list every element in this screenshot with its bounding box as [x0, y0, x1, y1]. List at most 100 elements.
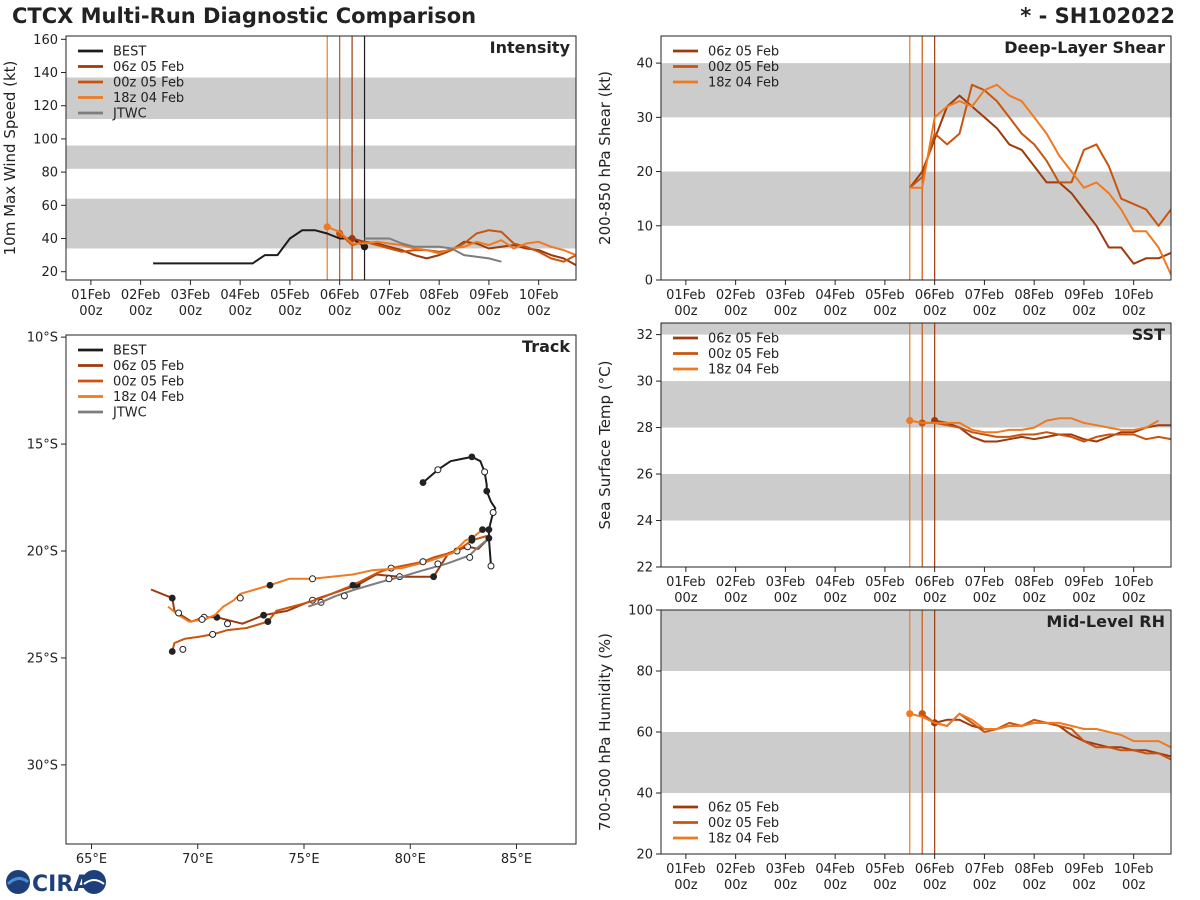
track-point-open [466, 553, 474, 561]
x-tick-label-line: 85°E [501, 852, 532, 867]
x-tick-label-line: 00z [1122, 591, 1146, 606]
y-tick-label: 80 [41, 166, 58, 181]
x-tick-label-line: 00z [674, 591, 698, 606]
y-tick-label: 30 [636, 375, 653, 390]
x-tick-label-line: 09Feb [1064, 862, 1104, 877]
shaded-band [661, 732, 1171, 793]
x-tick-label-line: 05Feb [865, 575, 905, 590]
panel-title: Deep-Layer Shear [1004, 38, 1165, 57]
x-tick-label: 65°E [76, 852, 107, 867]
x-tick-label-line: 00z [1022, 304, 1046, 319]
legend-label: 06z 05 Feb [708, 45, 779, 60]
track-point-open [385, 575, 393, 583]
x-tick-label-line: 05Feb [865, 288, 905, 303]
x-tick-label-line: 00z [973, 878, 997, 893]
series-line-run06z [934, 419, 1171, 443]
x-tick-label-line: 10Feb [1114, 288, 1154, 303]
x-tick-label: 01Feb 00z [71, 288, 111, 319]
series-line-run00z [922, 421, 1171, 443]
y-tick-label: 30°S [27, 758, 58, 773]
shaded-band [661, 323, 1171, 335]
y-tick-label: 100 [628, 604, 653, 619]
x-tick-label-line: 00z [774, 591, 798, 606]
panel-title: Intensity [490, 38, 571, 57]
y-tick-label: 40 [41, 232, 58, 247]
series-line-run00z [921, 712, 1171, 761]
x-tick-label: 06Feb 00z [320, 288, 360, 319]
cira-logo: CIRA [6, 870, 106, 897]
x-tick-label-line: 00z [674, 304, 698, 319]
x-tick-label-line: 00z [774, 878, 798, 893]
x-tick-label-line: 02Feb [716, 575, 756, 590]
y-tick-label: 10 [636, 219, 653, 234]
x-tick-label: 05Feb 00z [865, 862, 905, 893]
track-point-filled [485, 526, 493, 534]
x-tick-label-line: 01Feb [666, 288, 706, 303]
x-tick-label: 10Feb 00z [1114, 862, 1154, 893]
panel-title: Mid-Level RH [1046, 612, 1165, 631]
y-tick-label: 20 [636, 848, 653, 863]
panel-frame [65, 334, 577, 845]
x-tick-label: 08Feb 00z [1014, 288, 1054, 319]
y-tick-label: 0 [645, 274, 653, 289]
x-tick-label-line: 01Feb [666, 862, 706, 877]
track-point-filled [485, 534, 493, 542]
x-tick-label-line: 00z [923, 878, 947, 893]
x-tick-label-line: 06Feb [320, 288, 360, 303]
shaded-band [66, 77, 576, 119]
panel-title: SST [1132, 325, 1165, 344]
track-point-open [419, 558, 427, 566]
x-tick-label-line: 04Feb [815, 288, 855, 303]
legend-label: JTWC [112, 406, 147, 421]
x-tick-label-line: 09Feb [1064, 575, 1104, 590]
x-tick-label: 08Feb 00z [1014, 862, 1054, 893]
y-tick-label: 20 [636, 165, 653, 180]
x-tick-label: 05Feb 00z [270, 288, 310, 319]
legend-label: 00z 05 Feb [708, 347, 779, 362]
shaded-band [661, 381, 1171, 428]
x-tick-label-line: 00z [724, 878, 748, 893]
y-tick-label: 22 [636, 561, 653, 576]
legend-label: 18z 04 Feb [708, 76, 779, 91]
series-group [909, 83, 1171, 276]
series-marker-run18z [323, 223, 331, 231]
x-tick-label-line: 08Feb [419, 288, 459, 303]
track-point-filled [468, 534, 476, 542]
x-tick-label: 85°E [501, 852, 532, 867]
x-tick-label-line: 06Feb [915, 575, 955, 590]
y-tick-label: 28 [636, 421, 653, 436]
x-tick-label-line: 10Feb [1114, 862, 1154, 877]
y-tick-label: 15°S [27, 438, 58, 453]
series-line-jtwc [364, 237, 502, 263]
series-marker-best [360, 243, 369, 251]
track-point-open [209, 630, 217, 638]
series-line-jtwc [307, 537, 490, 608]
x-tick-label-line: 05Feb [865, 862, 905, 877]
x-tick-label-line: 00z [328, 304, 352, 319]
x-tick-label-line: 00z [923, 591, 947, 606]
x-tick-label-line: 09Feb [469, 288, 509, 303]
x-tick-label: 01Feb 00z [666, 862, 706, 893]
x-tick-label: 06Feb 00z [915, 288, 955, 319]
x-tick-label: 06Feb 00z [915, 862, 955, 893]
legend-label: BEST [113, 344, 146, 359]
x-tick-label: 08Feb 00z [419, 288, 459, 319]
series-line-run18z [909, 712, 1171, 749]
series-group [906, 710, 1171, 761]
legend-label: 06z 05 Feb [113, 60, 184, 75]
x-tick-label-line: 00z [724, 304, 748, 319]
x-tick-label-line: 06Feb [915, 862, 955, 877]
x-tick-label: 10Feb 00z [519, 288, 559, 319]
y-tick-label: 100 [33, 132, 58, 147]
track-point-open [224, 620, 231, 628]
panel-title: Track [522, 337, 570, 356]
series-group [153, 223, 576, 267]
x-tick-label: 03Feb 00z [766, 575, 806, 606]
track-point-open [489, 509, 497, 517]
track-point-open [487, 562, 495, 570]
y-tick-label: 30 [636, 111, 653, 126]
panel-track: 10°S 15°S 20°S 25°S 30°S 65°E 70°E 75°E 80°E 85°E… [27, 331, 577, 867]
x-tick-label-line: 00z [228, 304, 252, 319]
